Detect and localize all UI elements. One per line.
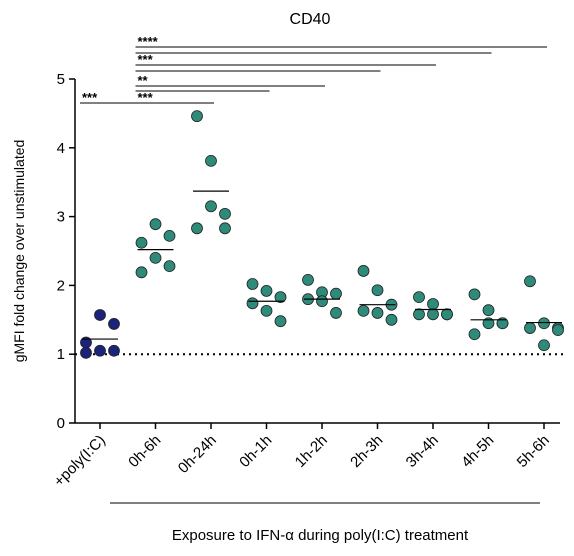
data-point bbox=[413, 291, 425, 303]
data-point bbox=[330, 307, 342, 319]
data-point bbox=[149, 251, 162, 264]
data-point bbox=[496, 317, 509, 330]
data-point bbox=[219, 207, 231, 220]
data-point bbox=[205, 200, 217, 213]
data-point bbox=[468, 328, 481, 341]
x-tick-label: 4h-5h bbox=[458, 432, 497, 471]
data-point bbox=[191, 222, 203, 235]
data-point bbox=[246, 297, 259, 310]
data-point bbox=[427, 298, 439, 310]
data-point bbox=[260, 304, 273, 317]
x-tick-label: 2h-3h bbox=[347, 432, 386, 471]
data-point bbox=[205, 154, 217, 167]
data-point bbox=[135, 266, 148, 279]
data-point bbox=[538, 339, 550, 352]
data-point bbox=[274, 315, 287, 328]
data-point bbox=[246, 278, 259, 290]
x-tick-label: 1h-2h bbox=[292, 432, 331, 471]
x-axis-label: Exposure to IFN-α during poly(I:C) treat… bbox=[172, 527, 469, 544]
chart-title: CD40 bbox=[290, 11, 331, 28]
data-point bbox=[552, 324, 564, 337]
x-tick-label: 3h-4h bbox=[403, 432, 442, 471]
x-tick-label: +poly(I:C) bbox=[51, 432, 109, 490]
significance-label: *** bbox=[138, 90, 154, 105]
data-point bbox=[80, 336, 92, 349]
data-point bbox=[316, 295, 328, 308]
y-tick-label: 3 bbox=[57, 209, 65, 226]
significance-label: ** bbox=[138, 73, 149, 88]
significance-label: *** bbox=[138, 52, 154, 67]
data-point bbox=[482, 317, 495, 330]
data-point bbox=[149, 218, 162, 231]
y-tick-label: 0 bbox=[57, 415, 65, 432]
data-point bbox=[524, 322, 536, 334]
data-point bbox=[108, 318, 120, 330]
data-point bbox=[385, 313, 398, 326]
data-point bbox=[357, 304, 370, 317]
data-point bbox=[163, 229, 176, 242]
data-point bbox=[219, 222, 231, 235]
data-point bbox=[302, 273, 314, 286]
data-point bbox=[191, 110, 203, 123]
y-tick-label: 5 bbox=[57, 71, 65, 88]
y-tick-label: 2 bbox=[57, 277, 65, 294]
data-point bbox=[94, 309, 106, 321]
y-axis-label: gMFI fold change over unstimulated bbox=[11, 140, 27, 363]
data-point bbox=[260, 285, 273, 297]
data-point bbox=[80, 346, 92, 359]
y-tick-label: 1 bbox=[57, 346, 65, 363]
data-point bbox=[94, 344, 106, 357]
data-point bbox=[163, 260, 176, 273]
data-point bbox=[371, 307, 384, 319]
significance-label: **** bbox=[138, 34, 159, 49]
x-tick-label: 5h-6h bbox=[514, 432, 553, 471]
x-tick-label: 0h-6h bbox=[125, 432, 164, 471]
data-point bbox=[357, 265, 370, 277]
significance-label: *** bbox=[82, 90, 98, 105]
data-point bbox=[135, 236, 148, 249]
data-point bbox=[468, 288, 481, 301]
x-tick-label: 0h-24h bbox=[175, 432, 220, 477]
data-point bbox=[413, 308, 425, 321]
data-point bbox=[330, 287, 342, 300]
data-point bbox=[371, 284, 384, 297]
data-point bbox=[274, 291, 287, 303]
y-tick-label: 4 bbox=[57, 140, 65, 157]
data-point bbox=[524, 275, 536, 288]
data-point bbox=[427, 308, 439, 321]
data-point bbox=[538, 317, 550, 330]
data-point bbox=[482, 304, 495, 317]
data-point bbox=[441, 308, 453, 321]
x-tick-label: 0h-1h bbox=[236, 432, 275, 471]
data-point bbox=[108, 344, 120, 357]
